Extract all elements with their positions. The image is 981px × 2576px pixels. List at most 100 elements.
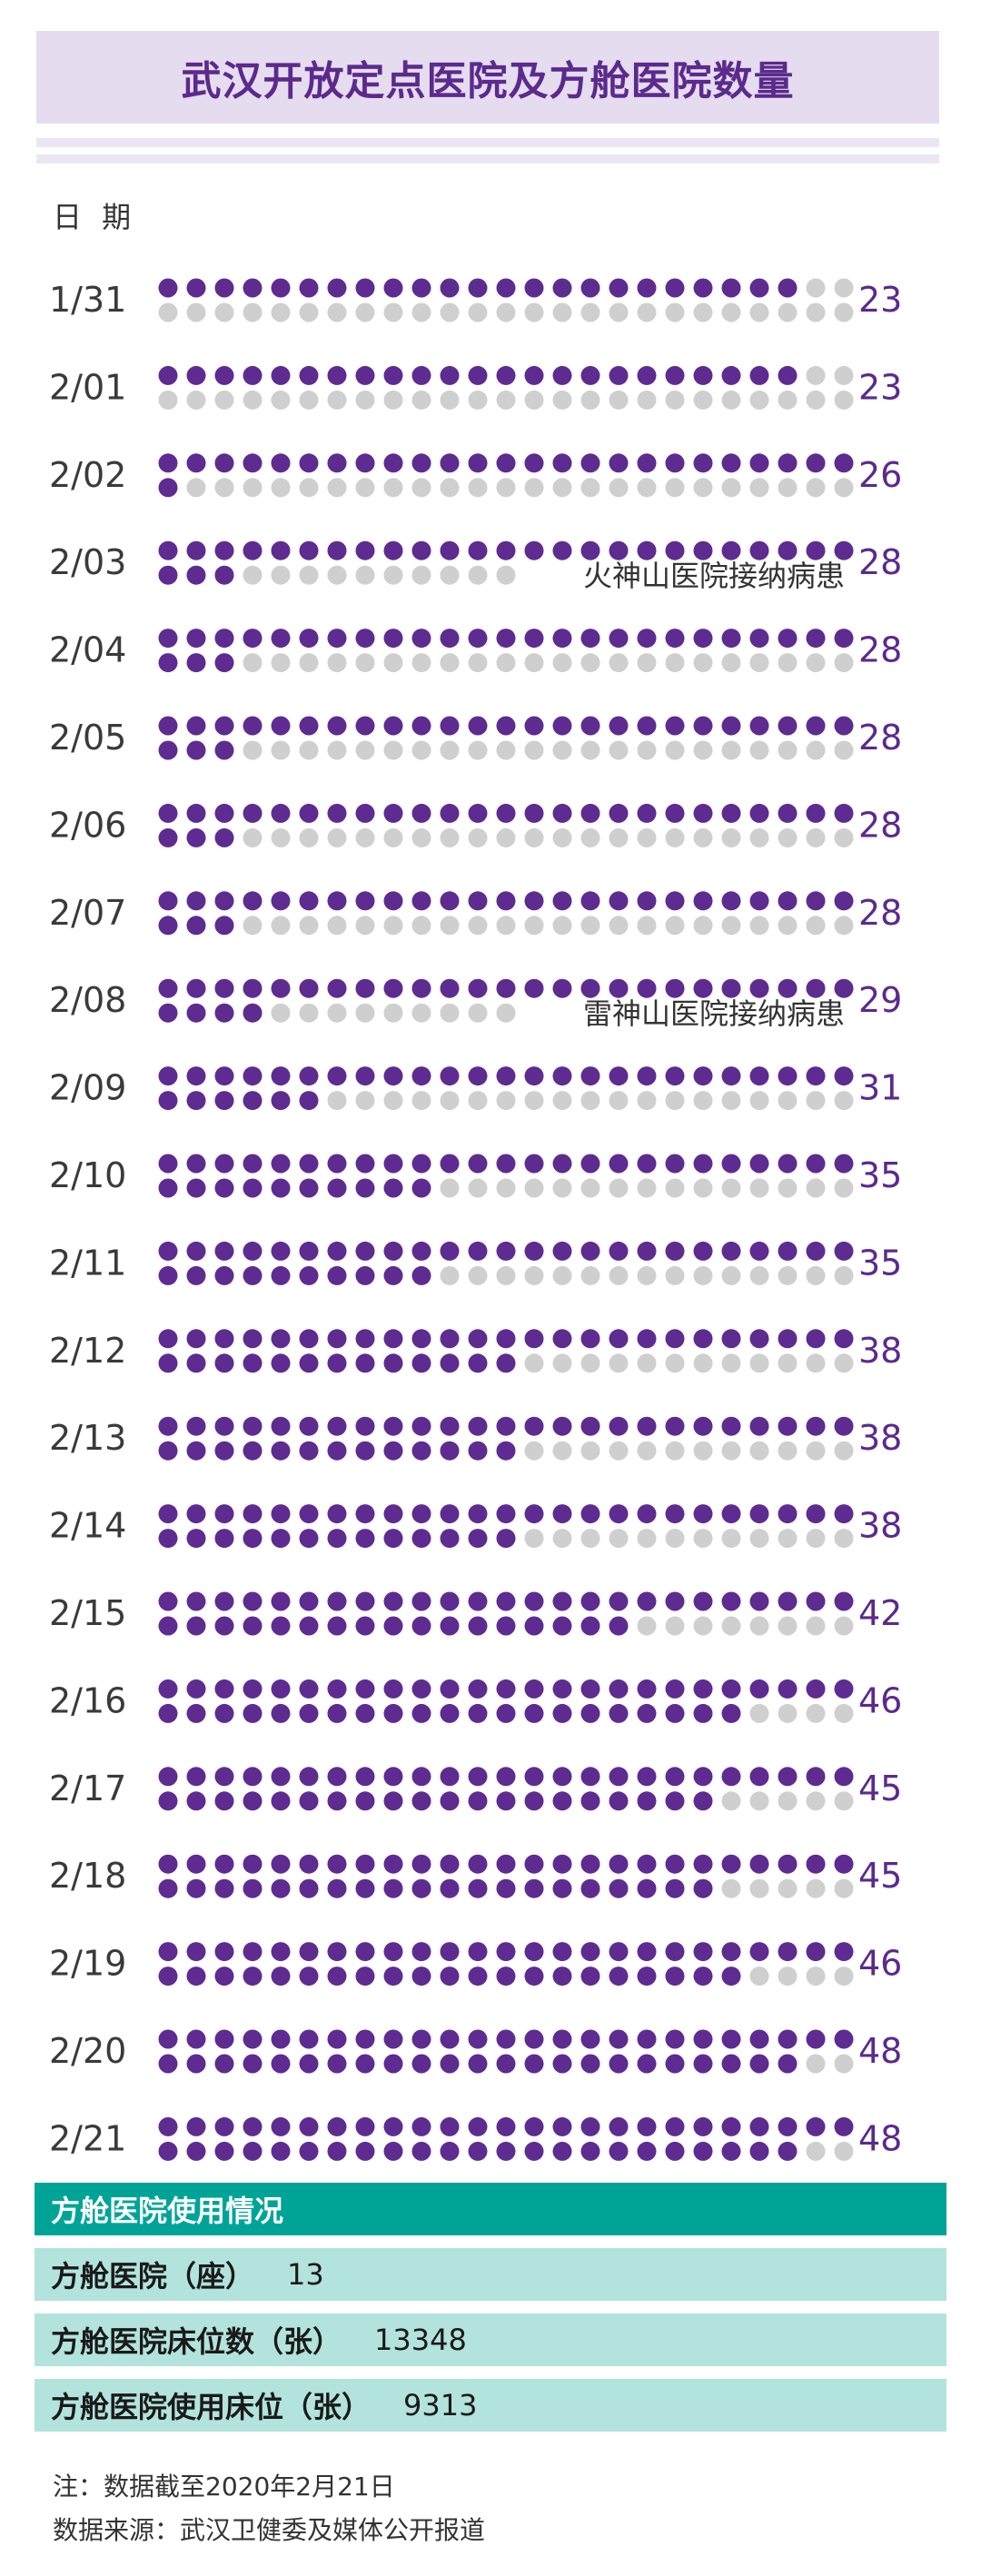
filled-dot bbox=[496, 891, 516, 911]
filled-dot bbox=[468, 1441, 488, 1461]
filled-dot bbox=[749, 1154, 769, 1174]
filled-dot bbox=[186, 1791, 206, 1811]
filled-dot bbox=[552, 1416, 572, 1436]
empty-dot bbox=[243, 478, 263, 498]
filled-dot bbox=[355, 1878, 375, 1898]
empty-dot bbox=[524, 1265, 544, 1285]
empty-dot bbox=[749, 916, 769, 936]
filled-dot bbox=[609, 1591, 629, 1611]
chart-row: 2/19 46 bbox=[49, 1942, 902, 1986]
empty-dot bbox=[721, 390, 741, 410]
filled-dot bbox=[806, 1591, 826, 1611]
empty-dot bbox=[327, 916, 347, 936]
filled-dot bbox=[552, 453, 572, 473]
filled-dot bbox=[383, 1529, 403, 1549]
filled-dot bbox=[158, 1265, 178, 1285]
filled-dot bbox=[834, 629, 854, 649]
filled-dot bbox=[721, 1679, 741, 1699]
empty-dot bbox=[496, 1178, 516, 1198]
chart-row: 2/03 火神山医院接纳病患 28 bbox=[49, 540, 902, 593]
empty-dot bbox=[552, 302, 572, 322]
empty-dot bbox=[806, 302, 826, 322]
empty-dot bbox=[721, 1791, 741, 1811]
filled-dot bbox=[440, 1703, 460, 1723]
empty-dot bbox=[778, 916, 798, 936]
filled-dot bbox=[383, 1703, 403, 1723]
empty-dot bbox=[693, 302, 713, 322]
filled-dot bbox=[524, 2141, 544, 2161]
filled-dot bbox=[496, 1353, 516, 1373]
filled-dot bbox=[693, 978, 713, 998]
filled-dot bbox=[355, 1967, 375, 1986]
filled-dot bbox=[609, 540, 629, 560]
empty-dot bbox=[721, 1878, 741, 1898]
filled-dot bbox=[327, 1942, 347, 1962]
filled-dot bbox=[693, 540, 713, 560]
filled-dot bbox=[749, 1854, 769, 1874]
empty-dot bbox=[721, 1353, 741, 1373]
filled-dot bbox=[214, 1329, 234, 1349]
filled-dot bbox=[778, 2054, 798, 2074]
filled-dot bbox=[440, 1679, 460, 1699]
filled-dot bbox=[693, 2054, 713, 2074]
empty-dot bbox=[637, 740, 657, 760]
filled-dot bbox=[778, 2116, 798, 2136]
filled-dot bbox=[834, 540, 854, 560]
filled-dot bbox=[524, 978, 544, 998]
empty-dot bbox=[580, 827, 600, 847]
filled-dot bbox=[327, 453, 347, 473]
filled-dot bbox=[299, 1178, 319, 1198]
filled-dot bbox=[243, 1066, 263, 1086]
filled-dot bbox=[834, 453, 854, 473]
filled-dot bbox=[609, 1791, 629, 1811]
filled-dot bbox=[665, 540, 685, 560]
filled-dot bbox=[299, 1878, 319, 1898]
usage-row-count: 方舱医院（座） 13 bbox=[35, 2248, 946, 2301]
empty-dot bbox=[609, 478, 629, 498]
filled-dot bbox=[552, 1591, 572, 1611]
chart-row: 2/09 31 bbox=[49, 1066, 902, 1111]
filled-dot bbox=[749, 891, 769, 911]
empty-dot bbox=[158, 390, 178, 410]
filled-dot bbox=[749, 716, 769, 736]
filled-dot bbox=[214, 1679, 234, 1699]
empty-dot bbox=[552, 390, 572, 410]
filled-dot bbox=[186, 827, 206, 847]
empty-dot bbox=[524, 1529, 544, 1549]
filled-dot bbox=[721, 2029, 741, 2049]
filled-dot bbox=[637, 1066, 657, 1086]
empty-dot bbox=[834, 1703, 854, 1723]
filled-dot bbox=[609, 716, 629, 736]
value-label: 26 bbox=[858, 455, 902, 495]
filled-dot bbox=[299, 2054, 319, 2074]
empty-dot bbox=[468, 1091, 488, 1111]
filled-dot bbox=[552, 2116, 572, 2136]
empty-dot bbox=[721, 302, 741, 322]
filled-dot bbox=[552, 365, 572, 385]
empty-dot bbox=[440, 390, 460, 410]
filled-dot bbox=[186, 453, 206, 473]
empty-dot bbox=[496, 565, 516, 585]
date-tick-label: 2/05 bbox=[49, 718, 126, 758]
filled-dot bbox=[186, 1154, 206, 1174]
filled-dot bbox=[468, 453, 488, 473]
filled-dot bbox=[524, 365, 544, 385]
filled-dot bbox=[186, 540, 206, 560]
filled-dot bbox=[834, 978, 854, 998]
empty-dot bbox=[609, 1529, 629, 1549]
filled-dot bbox=[383, 2141, 403, 2161]
filled-dot bbox=[214, 453, 234, 473]
empty-dot bbox=[834, 1265, 854, 1285]
filled-dot bbox=[440, 278, 460, 298]
filled-dot bbox=[383, 978, 403, 998]
filled-dot bbox=[609, 2029, 629, 2049]
filled-dot bbox=[214, 1878, 234, 1898]
filled-dot bbox=[158, 1791, 178, 1811]
filled-dot bbox=[609, 891, 629, 911]
filled-dot bbox=[299, 2029, 319, 2049]
empty-dot bbox=[834, 478, 854, 498]
filled-dot bbox=[665, 365, 685, 385]
filled-dot bbox=[496, 1416, 516, 1436]
filled-dot bbox=[243, 2029, 263, 2049]
filled-dot bbox=[214, 1066, 234, 1086]
